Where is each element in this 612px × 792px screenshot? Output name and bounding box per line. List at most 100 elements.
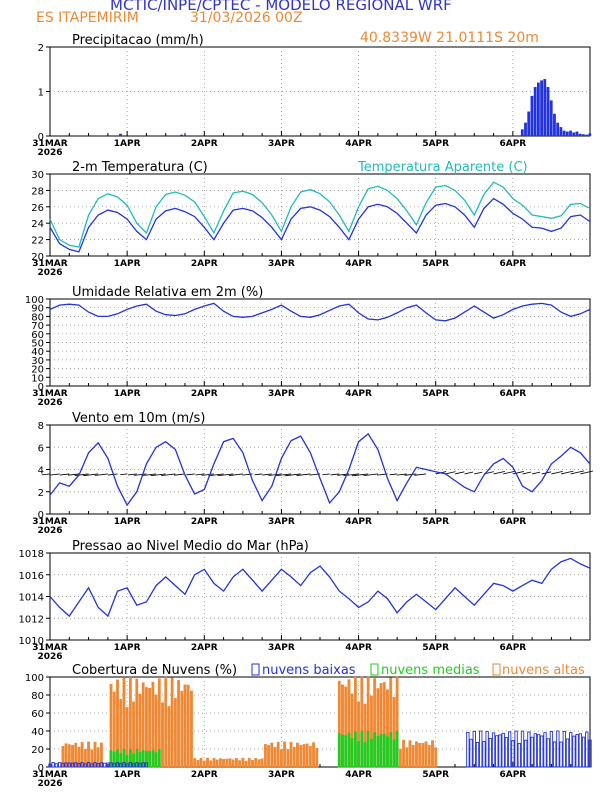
low-cloud-bar <box>96 763 100 768</box>
y-tick-label: 90 <box>31 304 44 315</box>
high-cloud-bar <box>196 759 200 768</box>
high-cloud-bar <box>312 742 315 768</box>
wind-barb <box>389 473 398 476</box>
high-cloud-bar <box>427 745 431 768</box>
temp-line <box>49 197 591 253</box>
high-cloud-bar <box>260 758 264 768</box>
x-tick-label: 1APR <box>114 770 141 780</box>
wind-barb <box>195 473 205 476</box>
low-cloud-bar <box>588 739 592 768</box>
y-tick-label: 20 <box>31 365 44 376</box>
low-cloud-bar <box>469 738 473 768</box>
x-tick-label: 2APR <box>191 517 218 527</box>
high-cloud-bar <box>183 684 187 768</box>
precip-bar <box>578 133 582 136</box>
high-cloud-bar <box>228 758 232 768</box>
low-cloud-bar <box>517 742 521 768</box>
wind-barb <box>493 470 506 475</box>
wind-barb <box>74 473 89 476</box>
x-tick-label: 31MAR <box>32 643 67 653</box>
low-cloud-bar <box>144 762 149 768</box>
wind-barb <box>128 473 137 476</box>
low-cloud-bar <box>495 735 499 768</box>
low-cloud-bar <box>543 732 547 768</box>
precip-bar <box>119 133 122 136</box>
low-cloud-bar <box>70 762 75 768</box>
wind-barb <box>201 473 214 476</box>
medium-cloud-bar <box>373 732 377 768</box>
y-tick-label: 8 <box>38 421 44 432</box>
medium-cloud-bar <box>157 749 161 768</box>
low-cloud-bar <box>102 762 107 768</box>
x-tick-label: 5APR <box>422 517 449 527</box>
high-cloud-bar <box>199 757 203 768</box>
medium-cloud-bar <box>386 736 389 768</box>
high-cloud-bar <box>206 757 209 768</box>
y-tick-label: 80 <box>31 691 44 702</box>
medium-cloud-bar <box>376 736 380 768</box>
high-cloud-bar <box>173 698 177 768</box>
x-tick-label: 5APR <box>422 643 449 653</box>
medium-cloud-bar <box>154 752 158 768</box>
wind-barb <box>296 473 311 476</box>
medium-cloud-legend: nuvens medias <box>381 663 480 678</box>
x-tick-label: 5APR <box>422 389 449 399</box>
y-tick-label: 2 <box>38 43 44 54</box>
low-cloud-bar <box>514 730 518 768</box>
y-tick-label: 20 <box>31 745 44 756</box>
low-cloud-bar <box>90 763 94 768</box>
y-tick-label: 1010 <box>19 636 44 647</box>
x-tick-label: 6APR <box>499 389 526 399</box>
wind-barb <box>186 473 195 476</box>
wind-barb <box>217 473 234 477</box>
y-tick-label: 60 <box>31 709 44 720</box>
medium-cloud-bar <box>366 731 370 768</box>
precip-bar <box>556 122 560 136</box>
wind-barb <box>551 470 563 475</box>
low-cloud-bar <box>569 732 573 768</box>
medium-cloud-bar <box>389 732 393 768</box>
low-cloud-bar <box>549 730 554 768</box>
low-cloud-bar <box>530 736 534 768</box>
panel-title: Pressao ao Nivel Medio do Mar (hPa) <box>72 539 309 554</box>
y-tick-label: 26 <box>31 203 44 214</box>
high-cloud-bar <box>263 744 267 768</box>
y-tick-label: 24 <box>31 219 44 230</box>
wind-barb <box>83 473 99 477</box>
medium-cloud-bar <box>379 734 383 768</box>
low-cloud-legend: nuvens baixas <box>262 663 356 678</box>
low-cloud-bar <box>562 730 566 768</box>
precip-bar <box>575 131 579 136</box>
high-cloud-bar <box>405 747 409 768</box>
pressure-line <box>49 557 591 618</box>
low-cloud-bar <box>479 730 483 768</box>
x-tick-label: 3APR <box>268 389 295 399</box>
y-tick-label: 4 <box>38 466 44 477</box>
low-cloud-bar <box>115 762 120 768</box>
x-tick-label: 4APR <box>345 517 372 527</box>
location-label: ES ITAPEMIRIM <box>36 10 139 26</box>
x-year-label: 2026 <box>37 526 62 536</box>
wind-barb <box>262 473 272 476</box>
x-tick-label: 2APR <box>191 643 218 653</box>
low-cloud-bar <box>99 762 104 768</box>
low-cloud-bar <box>498 734 502 768</box>
x-tick-label: 2APR <box>191 770 218 780</box>
precip-bar <box>565 131 569 136</box>
high-cloud-bar <box>254 758 258 768</box>
x-tick-label: 6APR <box>499 643 526 653</box>
x-tick-label: 4APR <box>345 643 372 653</box>
high-cloud-bar <box>270 742 274 768</box>
wind-barb <box>49 473 60 476</box>
x-tick-label: 1APR <box>114 139 141 149</box>
low-cloud-bar <box>61 762 65 768</box>
low-cloud-bar <box>533 733 538 768</box>
wind-barb <box>454 471 465 475</box>
low-cloud-bar <box>578 733 583 768</box>
high-cloud-bar <box>212 757 216 768</box>
low-cloud-bar <box>141 762 145 768</box>
wind-barb <box>503 470 516 475</box>
low-cloud-bar <box>527 731 531 768</box>
y-tick-label: 1014 <box>19 593 44 604</box>
precip-bar <box>520 129 524 136</box>
